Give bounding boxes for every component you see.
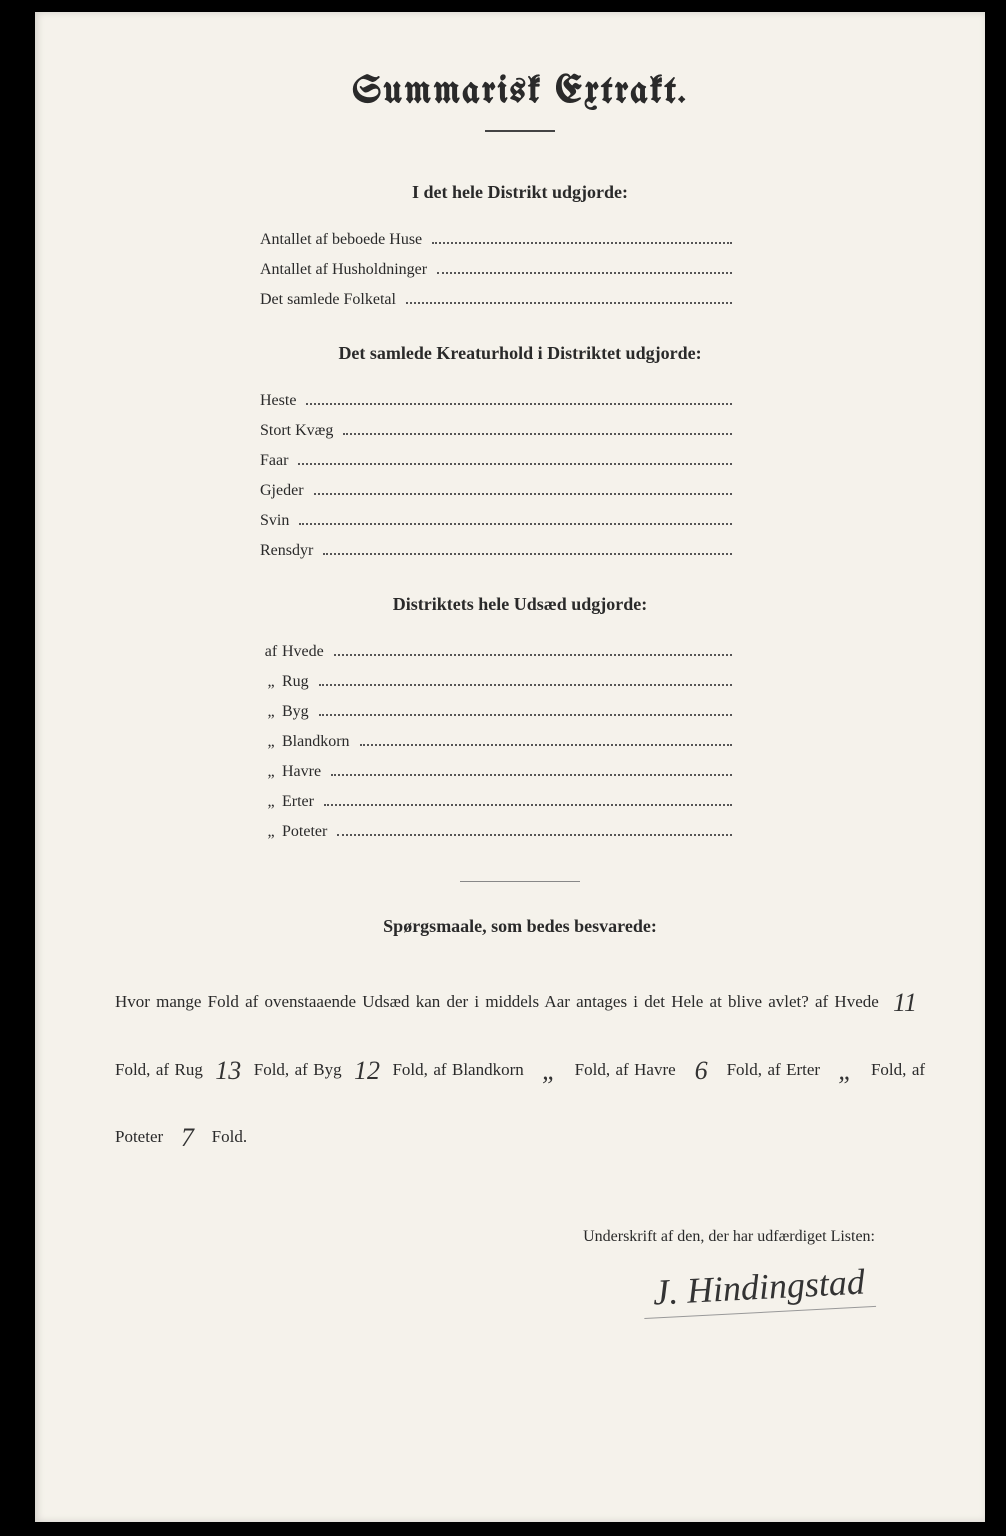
list-row: Gjeder (260, 482, 780, 500)
row-label: Hvede (282, 643, 324, 661)
q-unit: Fold, (392, 1060, 427, 1079)
section-heading-sowing: Distriktets hele Udsæd udgjorde: (115, 594, 925, 615)
signature-block: Underskrift af den, der har udfærdiget L… (115, 1228, 925, 1313)
leader-dots (306, 403, 732, 405)
row-label: Poteter (282, 823, 327, 841)
q-crop: af Byg (295, 1060, 342, 1079)
leader-dots (324, 804, 732, 806)
row-label: Svin (260, 512, 289, 530)
livestock-list: Heste Stort Kvæg Faar Gjeder Svin (260, 392, 780, 560)
row-prefix: „ (260, 823, 282, 841)
leader-dots (331, 774, 732, 776)
sowing-list: af Hvede „ Rug „ Byg „ Blandkorn (260, 643, 780, 841)
q-unit: Fold, (727, 1060, 762, 1079)
section-heading-district: I det hele Distrikt udgjorde: (115, 182, 925, 203)
row-label: Antallet af beboede Huse (260, 231, 422, 249)
scan-frame: Summarisk Extrakt. I det hele Distrikt u… (0, 0, 1006, 1536)
q-unit: Fold, (575, 1060, 610, 1079)
q-crop: af Rug (156, 1060, 203, 1079)
row-prefix: „ (260, 733, 282, 751)
list-row: „ Havre (260, 763, 780, 781)
q-unit: Fold. (212, 1127, 247, 1146)
list-row: „ Rug (260, 673, 780, 691)
row-prefix: af (260, 643, 282, 661)
leader-dots (319, 684, 732, 686)
q-unit: Fold, (871, 1060, 906, 1079)
row-prefix: „ (260, 703, 282, 721)
leader-dots (432, 242, 732, 244)
leader-dots (298, 463, 732, 465)
q-value-rug: 13 (208, 1037, 248, 1105)
signature-caption: Underskrift af den, der har udfærdiget L… (115, 1228, 875, 1246)
row-prefix: „ (260, 673, 282, 691)
list-row: Rensdyr (260, 542, 780, 560)
row-label: Antallet af Husholdninger (260, 261, 427, 279)
row-label: Rensdyr (260, 542, 313, 560)
row-label: Blandkorn (282, 733, 350, 751)
document-page: Summarisk Extrakt. I det hele Distrikt u… (35, 12, 985, 1522)
row-prefix: „ (260, 763, 282, 781)
q-crop: af Hvede (815, 992, 879, 1011)
leader-dots (360, 744, 732, 746)
row-label: Gjeder (260, 482, 304, 500)
q-value-havre: 6 (681, 1037, 721, 1105)
page-title: Summarisk Extrakt. (115, 72, 925, 132)
list-row: Det samlede Folketal (260, 291, 780, 309)
list-row: „ Erter (260, 793, 780, 811)
list-row: Faar (260, 452, 780, 470)
row-label: Faar (260, 452, 288, 470)
row-label: Byg (282, 703, 309, 721)
list-row: „ Poteter (260, 823, 780, 841)
q-value-hvede: 11 (885, 969, 925, 1037)
row-label: Stort Kvæg (260, 422, 333, 440)
row-prefix: „ (260, 793, 282, 811)
q-crop: af Havre (616, 1060, 676, 1079)
row-label: Erter (282, 793, 314, 811)
q-crop: af Erter (767, 1060, 820, 1079)
question-lead: Hvor mange Fold af ovenstaaende Udsæd ka… (115, 992, 809, 1011)
q-value-erter: „ (826, 1037, 866, 1105)
q-unit: Fold, (254, 1060, 289, 1079)
signature-name: J. Hindingstad (642, 1260, 876, 1319)
list-row: „ Byg (260, 703, 780, 721)
q-value-blandkorn: „ (529, 1037, 569, 1105)
leader-dots (406, 302, 732, 304)
leader-dots (314, 493, 732, 495)
row-label: Det samlede Folketal (260, 291, 396, 309)
leader-dots (343, 433, 732, 435)
list-row: Heste (260, 392, 780, 410)
row-label: Havre (282, 763, 321, 781)
leader-dots (323, 553, 732, 555)
section-divider (460, 881, 580, 882)
row-label: Heste (260, 392, 296, 410)
list-row: Antallet af beboede Huse (260, 231, 780, 249)
section-heading-livestock: Det samlede Kreaturhold i Distriktet udg… (115, 343, 925, 364)
leader-dots (337, 834, 732, 836)
district-list: Antallet af beboede Huse Antallet af Hus… (260, 231, 780, 309)
list-row: Stort Kvæg (260, 422, 780, 440)
questions-paragraph: Hvor mange Fold af ovenstaaende Udsæd ka… (115, 965, 925, 1168)
leader-dots (299, 523, 732, 525)
q-value-poteter: 7 (167, 1104, 207, 1172)
section-heading-questions: Spørgsmaale, som bedes besvarede: (115, 916, 925, 937)
list-row: af Hvede (260, 643, 780, 661)
list-row: Svin (260, 512, 780, 530)
list-row: „ Blandkorn (260, 733, 780, 751)
row-label: Rug (282, 673, 309, 691)
q-unit: Fold, (115, 1060, 150, 1079)
list-row: Antallet af Husholdninger (260, 261, 780, 279)
leader-dots (319, 714, 732, 716)
q-value-byg: 12 (347, 1037, 387, 1105)
q-crop: af Blandkorn (433, 1060, 523, 1079)
leader-dots (334, 654, 732, 656)
leader-dots (437, 272, 732, 274)
